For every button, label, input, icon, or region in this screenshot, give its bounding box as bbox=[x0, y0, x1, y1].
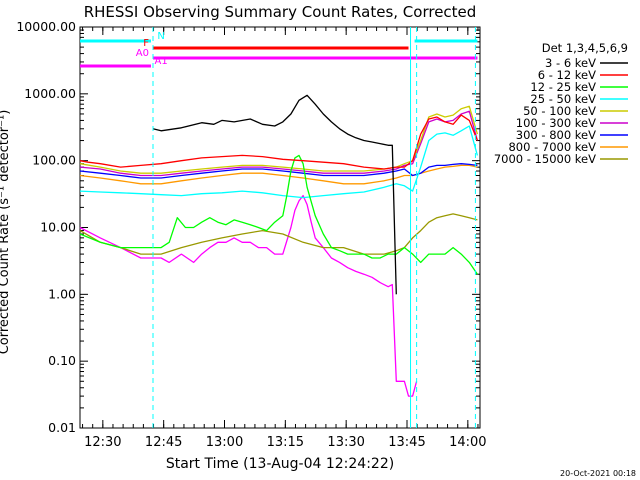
series-line-2 bbox=[79, 154, 478, 275]
legend-title: Det 1,3,4,5,6,9 bbox=[542, 41, 628, 55]
y-tick-label: 100.00 bbox=[32, 153, 76, 168]
legend-label: 100 - 300 keV bbox=[516, 116, 596, 130]
legend-label: 3 - 6 keV bbox=[545, 56, 596, 70]
footer-date: 20-Oct-2021 00:18 bbox=[560, 469, 636, 478]
y-tick-label: 0.10 bbox=[48, 353, 76, 368]
y-tick-label: 0.01 bbox=[48, 420, 76, 435]
series-line-3 bbox=[79, 125, 479, 199]
y-tick-label: 1000.00 bbox=[24, 86, 76, 101]
series-line-1 bbox=[79, 114, 479, 170]
legend-label: 12 - 25 keV bbox=[530, 80, 596, 94]
x-tick-label: 13:00 bbox=[206, 435, 243, 450]
x-tick-label: 12:30 bbox=[84, 435, 121, 450]
y-tick-label: 10.00 bbox=[40, 220, 76, 235]
legend-label: 25 - 50 keV bbox=[530, 92, 596, 106]
x-tick-label: 13:15 bbox=[267, 435, 304, 450]
x-tick-label: 12:45 bbox=[145, 435, 182, 450]
x-tick-label: 13:45 bbox=[388, 435, 425, 450]
flag-label-a1: A1 bbox=[155, 56, 168, 67]
x-tick-label: 14:00 bbox=[449, 435, 486, 450]
y-tick-label: 10000.00 bbox=[16, 19, 76, 34]
chart-title: RHESSI Observing Summary Count Rates, Co… bbox=[84, 3, 477, 21]
x-axis-label: Start Time (13-Aug-04 12:24:22) bbox=[166, 456, 394, 472]
legend-label: 800 - 7000 keV bbox=[508, 140, 596, 154]
legend-label: 6 - 12 keV bbox=[538, 68, 596, 82]
flag-label-a0: A0 bbox=[136, 48, 149, 59]
legend-label: 300 - 800 keV bbox=[516, 128, 596, 142]
series-line-4 bbox=[79, 105, 479, 174]
legend-label: 50 - 100 keV bbox=[523, 104, 596, 118]
series-line-6 bbox=[79, 163, 478, 179]
y-axis-label: Corrected Count Rate (s⁻¹ detector⁻¹) bbox=[0, 110, 12, 355]
flag-label-f: F bbox=[143, 38, 149, 49]
series-line-9 bbox=[79, 194, 418, 397]
x-tick-label: 13:30 bbox=[327, 435, 364, 450]
legend-label: 7000 - 15000 keV bbox=[494, 152, 596, 166]
flag-label-n: N bbox=[157, 31, 164, 42]
series-line-7 bbox=[79, 164, 478, 185]
plot-frame bbox=[79, 26, 481, 429]
series-line-8 bbox=[79, 213, 478, 255]
y-tick-label: 1.00 bbox=[48, 286, 76, 301]
series-line-0 bbox=[152, 94, 397, 295]
